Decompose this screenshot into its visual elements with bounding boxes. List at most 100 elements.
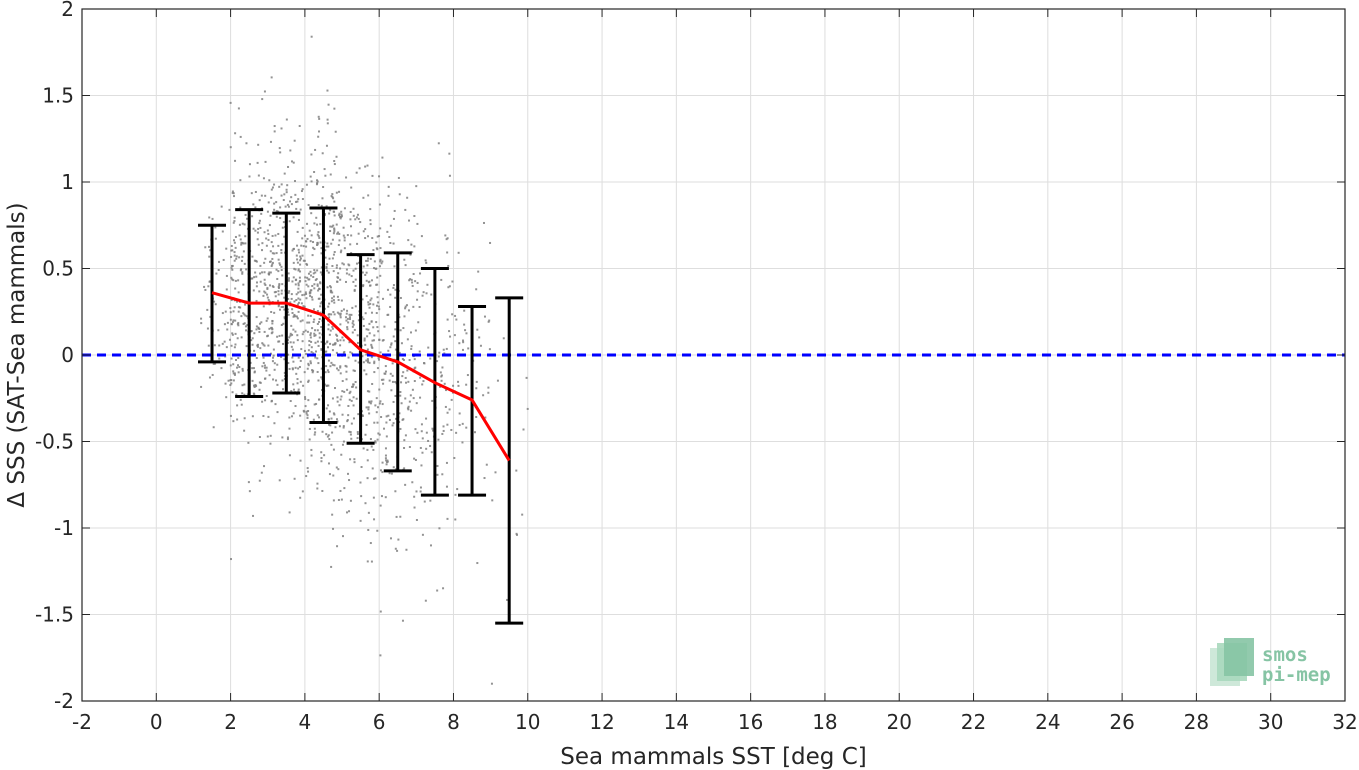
scatter-point [318, 130, 321, 133]
scatter-point [340, 309, 343, 312]
scatter-point [374, 441, 377, 444]
scatter-point [452, 384, 455, 387]
scatter-point [332, 311, 335, 314]
scatter-point [255, 285, 258, 288]
scatter-point [274, 290, 277, 293]
scatter-point [253, 332, 256, 335]
scatter-point [304, 291, 307, 294]
scatter-point [237, 306, 240, 309]
scatter-point [227, 379, 230, 382]
scatter-point [301, 340, 304, 343]
scatter-point [447, 264, 450, 267]
scatter-point [297, 367, 300, 370]
scatter-point [255, 357, 258, 360]
scatter-point [379, 227, 382, 230]
scatter-point [320, 252, 323, 255]
scatter-point [336, 334, 339, 337]
x-tick-label: 16 [738, 710, 763, 734]
scatter-point [382, 382, 385, 385]
scatter-point [251, 215, 254, 218]
scatter-point [312, 321, 315, 324]
scatter-point [326, 122, 329, 125]
scatter-point [382, 339, 385, 342]
scatter-point [343, 247, 346, 250]
scatter-point [358, 261, 361, 264]
scatter-point [394, 348, 397, 351]
scatter-point [401, 418, 404, 421]
scatter-point [295, 278, 298, 281]
scatter-point [274, 234, 277, 237]
scatter-point [299, 459, 302, 462]
scatter-point [276, 363, 279, 366]
scatter-point [378, 235, 381, 238]
scatter-point [348, 318, 351, 321]
scatter-point [378, 203, 381, 206]
scatter-point [327, 359, 330, 362]
scatter-point [338, 190, 341, 193]
scatter-point [340, 498, 343, 501]
scatter-point [277, 285, 280, 288]
scatter-point [448, 152, 451, 155]
scatter-point [429, 357, 432, 360]
scatter-point [349, 431, 352, 434]
scatter-point [238, 234, 241, 237]
scatter-point [240, 259, 243, 262]
scatter-point [346, 420, 349, 423]
scatter-point [369, 223, 372, 226]
scatter-point [230, 244, 233, 247]
scatter-point [394, 380, 397, 383]
scatter-point [317, 344, 320, 347]
scatter-point [265, 369, 268, 372]
scatter-point [303, 305, 306, 308]
scatter-point [312, 369, 315, 372]
scatter-point [266, 317, 269, 320]
scatter-point [338, 425, 341, 428]
x-axis-label: Sea mammals SST [deg C] [560, 744, 866, 770]
scatter-point [381, 471, 384, 474]
scatter-point [297, 291, 300, 294]
scatter-point [373, 371, 376, 374]
scatter-point [325, 245, 328, 248]
scatter-point [274, 295, 277, 298]
scatter-point [268, 284, 271, 287]
scatter-point [310, 448, 313, 451]
scatter-point [350, 399, 353, 402]
scatter-point [351, 331, 354, 334]
scatter-point [392, 335, 395, 338]
scatter-point [370, 400, 373, 403]
scatter-point [406, 369, 409, 372]
scatter-point [336, 420, 339, 423]
scatter-point [329, 424, 332, 427]
scatter-point [294, 366, 297, 369]
scatter-point [377, 357, 380, 360]
scatter-point [362, 324, 365, 327]
scatter-point [258, 479, 261, 482]
scatter-point [401, 357, 404, 360]
scatter-point [234, 319, 237, 322]
scatter-point [232, 420, 235, 423]
logo-text-smos: smos [1262, 644, 1308, 666]
scatter-point [305, 245, 308, 248]
scatter-point [331, 225, 334, 228]
scatter-point [406, 196, 409, 199]
scatter-point [340, 210, 343, 213]
scatter-point [293, 267, 296, 270]
scatter-point [332, 527, 335, 530]
scatter-point [288, 454, 291, 457]
scatter-point [279, 151, 282, 154]
scatter-point [342, 426, 345, 429]
scatter-point [253, 371, 256, 374]
scatter-point [320, 266, 323, 269]
scatter-point [287, 362, 290, 365]
scatter-point [231, 268, 234, 271]
scatter-point [352, 385, 355, 388]
scatter-point [350, 234, 353, 237]
scatter-point [273, 368, 276, 371]
scatter-point [236, 323, 239, 326]
scatter-point [326, 369, 329, 372]
scatter-point [308, 344, 311, 347]
scatter-point [307, 349, 310, 352]
scatter-point [257, 243, 260, 246]
scatter-point [365, 353, 368, 356]
scatter-point [303, 371, 306, 374]
